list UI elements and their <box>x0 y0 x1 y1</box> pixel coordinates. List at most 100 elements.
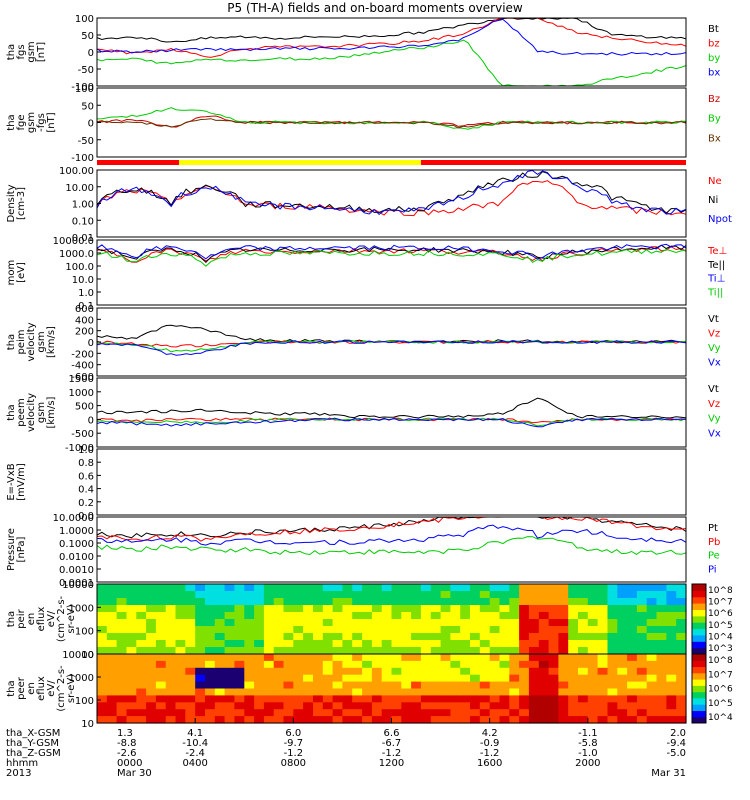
time-axis-value: -5.8 <box>578 738 598 749</box>
heatmap-cell <box>656 633 667 641</box>
heatmap-cell <box>578 584 589 592</box>
heatmap-cell <box>440 716 451 724</box>
heatmap-cell <box>303 695 314 703</box>
heatmap-cell <box>558 633 569 641</box>
y-tick-label: 0.1000 <box>59 539 94 550</box>
heatmap-cell <box>391 702 402 710</box>
heatmap-cell <box>185 591 196 599</box>
time-axis-row-label: 2013 <box>6 768 31 779</box>
heatmap-cell <box>607 633 618 641</box>
y-tick-label: 1.00 <box>72 200 94 211</box>
heatmap-cell <box>342 591 353 599</box>
heatmap-cell <box>214 702 226 710</box>
heatmap-cell <box>362 612 373 620</box>
y-axis-label: [nPa] <box>16 536 27 562</box>
heatmap-cell <box>538 619 550 627</box>
heatmap-cell <box>136 591 147 599</box>
heatmap-cell <box>273 640 285 648</box>
heatmap-cell <box>283 647 294 655</box>
heatmap-cell <box>97 619 108 627</box>
heatmap-cell <box>617 695 628 703</box>
heatmap-cell <box>636 709 648 717</box>
heatmap-cell <box>342 716 353 724</box>
heatmap-cell <box>519 667 530 676</box>
y-axis-label: sr-eV) <box>66 674 77 703</box>
heatmap-cell <box>293 605 304 613</box>
legend-entry: By <box>708 114 721 125</box>
heatmap-cell <box>136 619 147 627</box>
heatmap-cell <box>676 667 687 676</box>
heatmap-cell <box>97 681 108 690</box>
heatmap-cell <box>460 695 471 703</box>
heatmap-cell <box>352 605 363 613</box>
heatmap-cell <box>470 633 481 641</box>
heatmap-cell <box>283 633 294 641</box>
heatmap-cell <box>175 688 186 696</box>
heatmap-cell <box>607 695 618 703</box>
heatmap-cell <box>470 702 481 710</box>
heatmap-cell <box>528 709 540 717</box>
heatmap-cell <box>332 640 343 648</box>
time-axis-value: 1600 <box>477 758 502 769</box>
heatmap-cell <box>283 591 294 599</box>
heatmap-cell <box>155 633 167 641</box>
heatmap-cell <box>489 605 501 613</box>
heatmap-cell <box>97 695 108 703</box>
heatmap-cell <box>411 598 422 606</box>
heatmap-cell <box>411 612 422 620</box>
heatmap-cell <box>136 654 147 662</box>
heatmap-cell <box>116 688 127 696</box>
colorbar-segment <box>692 685 706 693</box>
heatmap-cell <box>627 619 638 627</box>
heatmap-cell <box>646 667 658 676</box>
heatmap-cell <box>165 674 177 683</box>
legend-entry: Vy <box>708 414 721 425</box>
heatmap-cell <box>381 660 393 669</box>
heatmap-cell <box>254 667 265 676</box>
y-tick-label: 1.0000 <box>59 526 94 537</box>
heatmap-cell <box>646 612 658 620</box>
heatmap-cell <box>234 626 245 634</box>
heatmap-cell <box>175 660 186 669</box>
y-tick-label: 0.0 <box>78 511 94 522</box>
heatmap-cell <box>116 598 127 606</box>
heatmap-cell <box>205 681 216 690</box>
heatmap-cell <box>155 674 167 683</box>
series-line <box>96 536 687 556</box>
legend-entry: Vt <box>708 314 719 325</box>
heatmap-cell <box>205 647 216 655</box>
heatmap-cell <box>362 654 373 662</box>
heatmap-cell <box>391 584 402 592</box>
heatmap-cell <box>450 702 461 710</box>
heatmap-cell <box>636 598 648 606</box>
series-line <box>96 18 687 56</box>
heatmap-cell <box>538 709 550 717</box>
y-tick-label: 1000 <box>69 388 94 399</box>
heatmap-cell <box>666 702 677 710</box>
heatmap-cell <box>195 681 206 690</box>
heatmap-cell <box>362 584 373 592</box>
heatmap-cell <box>381 709 393 717</box>
heatmap-cell <box>391 633 402 641</box>
heatmap-cell <box>273 612 285 620</box>
heatmap-cell <box>254 619 265 627</box>
heatmap-cell <box>185 612 196 620</box>
heatmap-cell <box>430 702 442 710</box>
heatmap-cell <box>352 612 363 620</box>
heatmap-cell <box>391 591 402 599</box>
heatmap-cell <box>273 633 285 641</box>
heatmap-cell <box>479 605 491 613</box>
heatmap-cell <box>195 674 206 683</box>
heatmap-cell <box>126 695 137 703</box>
heatmap-cell <box>391 626 402 634</box>
heatmap-cell <box>548 633 559 641</box>
heatmap-cell <box>489 681 501 690</box>
heatmap-cell <box>391 716 402 724</box>
heatmap-cell <box>430 688 442 696</box>
heatmap-cell <box>617 591 628 599</box>
heatmap-cell <box>362 605 373 613</box>
y-tick-label: 1000 <box>69 603 94 614</box>
series-line <box>96 118 687 129</box>
heatmap-cell <box>666 605 677 613</box>
time-axis-value: -0.9 <box>480 738 500 749</box>
